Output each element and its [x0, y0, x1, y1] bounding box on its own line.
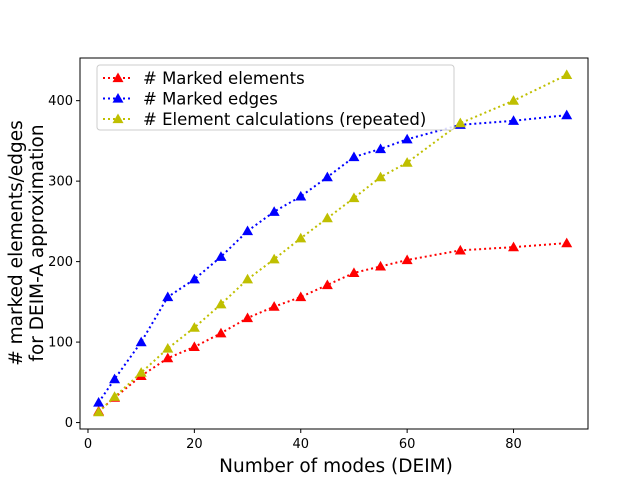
data-point-marker — [242, 225, 254, 236]
x-tick-label: 20 — [186, 437, 203, 452]
ticks-layer: 0 20 40 60 80 0 100 200 300 400 — [48, 94, 522, 452]
legend-marker — [112, 72, 124, 83]
data-point-marker — [401, 133, 413, 144]
y-tick-label: 400 — [48, 94, 73, 109]
series-line-1 — [97, 114, 567, 404]
data-point-marker — [321, 171, 333, 182]
legend-label: # Element calculations (repeated) — [143, 110, 426, 129]
data-point-marker — [135, 336, 147, 347]
legend-box — [96, 64, 455, 131]
data-point-marker — [454, 117, 466, 128]
y-tick-label: 100 — [48, 336, 73, 351]
data-point-marker — [268, 301, 280, 311]
legend-label: # Marked edges — [143, 90, 278, 109]
y-tick-label: 300 — [48, 175, 73, 190]
data-point-marker — [508, 241, 520, 252]
legend-marker — [112, 113, 124, 124]
data-point-marker — [561, 109, 573, 120]
data-point-marker — [295, 291, 307, 302]
data-point-marker — [321, 212, 333, 223]
data-point-marker — [401, 254, 413, 265]
data-point-marker — [375, 260, 387, 271]
data-point-marker — [93, 396, 105, 407]
x-tick-label: 80 — [505, 437, 522, 452]
data-point-marker — [242, 312, 254, 323]
data-point-marker — [375, 143, 387, 154]
series-layer — [93, 69, 573, 417]
data-point-marker — [162, 343, 174, 353]
legend-marker — [112, 93, 124, 103]
data-point-marker — [188, 322, 200, 332]
data-point-marker — [375, 171, 387, 182]
data-point-marker — [321, 279, 333, 290]
y-axis-label-line1: # marked elements/edges — [6, 120, 27, 365]
data-point-marker — [348, 192, 360, 203]
y-tick-label: 200 — [48, 255, 73, 270]
data-point-marker — [93, 406, 105, 417]
x-tick-label: 0 — [84, 437, 92, 452]
data-point-marker — [508, 115, 520, 125]
x-tick-label: 60 — [399, 437, 416, 452]
x-axis-label: Number of modes (DEIM) — [219, 456, 453, 477]
data-point-marker — [162, 352, 174, 363]
data-point-marker — [348, 267, 360, 277]
data-point-marker — [454, 244, 466, 255]
series-line-2 — [97, 74, 568, 413]
data-point-marker — [215, 327, 227, 338]
data-point-marker — [188, 273, 200, 284]
data-point-marker — [242, 273, 254, 284]
data-point-marker — [109, 373, 121, 384]
data-point-marker — [561, 237, 573, 248]
series-line-0 — [97, 242, 567, 413]
data-point-marker — [268, 253, 280, 264]
legend-label: # Marked elements — [143, 69, 305, 88]
y-tick-label: 0 — [65, 416, 73, 431]
legend: # Marked elements # Marked edges# Element… — [96, 64, 455, 131]
data-point-marker — [508, 95, 520, 105]
data-point-marker — [401, 157, 413, 167]
data-point-marker — [348, 151, 360, 162]
data-point-marker — [135, 367, 147, 377]
data-point-marker — [188, 341, 200, 352]
y-axis-label-line2: for DEIM-A approximation — [27, 124, 48, 361]
data-point-marker — [295, 232, 307, 243]
data-point-marker — [215, 298, 227, 309]
data-point-marker — [561, 69, 573, 80]
data-point-marker — [295, 190, 307, 201]
data-point-marker — [215, 251, 227, 261]
data-point-marker — [109, 391, 121, 401]
data-point-marker — [268, 206, 280, 216]
data-point-marker — [162, 291, 174, 302]
plot-area-frame — [79, 57, 589, 430]
x-tick-label: 40 — [292, 437, 309, 452]
